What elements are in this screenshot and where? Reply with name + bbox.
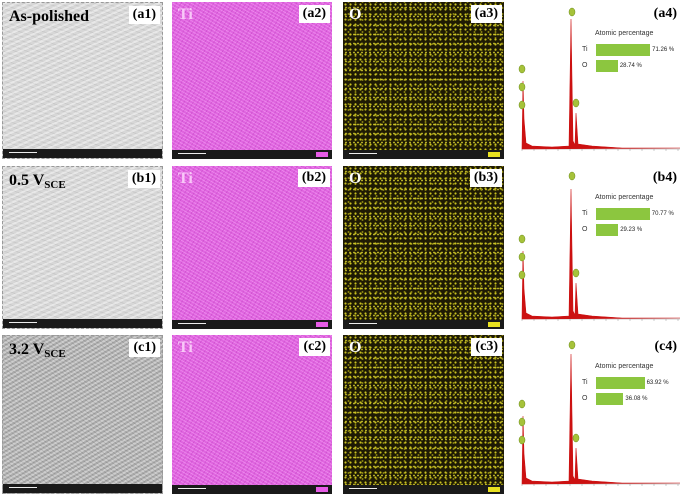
map-info-bar (172, 150, 332, 159)
ti-map-label: Ti (178, 6, 193, 23)
element-marker (518, 417, 526, 427)
condition-label-a: As-polished (9, 8, 90, 25)
ti-map-a2: Ti (a2) (172, 2, 332, 159)
sem-image-c1: 3.2 VSCE (c1) (2, 335, 163, 494)
panel-label-c4: (c4) (650, 338, 681, 356)
element-marker (518, 234, 526, 244)
o-map-c3: O (c3) (343, 335, 504, 494)
panel-label-b4: (b4) (648, 169, 681, 187)
sem-info-bar (3, 149, 162, 158)
spectrum-curve (521, 188, 681, 320)
panel-label-c2: (c2) (299, 338, 330, 356)
o-row-label: O (582, 226, 588, 233)
ti-map-label: Ti (178, 339, 193, 356)
panel-label-b2: (b2) (297, 169, 330, 187)
element-marker (518, 252, 526, 262)
panel-label-a4: (a4) (649, 5, 681, 23)
ti-percentage-bar (596, 208, 650, 220)
ti-percentage-bar (596, 377, 645, 389)
panel-label-a3: (a3) (470, 5, 502, 23)
o-percentage-value: 36.08 % (625, 396, 648, 402)
spectrum-curve (521, 353, 681, 485)
o-percentage-row: O 28.74 % (582, 60, 682, 73)
eds-spectrum-a4: Atomic percentage Ti 71.26 % O 28.74 % (… (512, 2, 683, 159)
o-percentage-row: O 36.08 % (582, 393, 682, 406)
element-marker (518, 100, 526, 110)
element-marker (518, 435, 526, 445)
spectrum-curve (521, 18, 681, 150)
atomic-percentage-title: Atomic percentage (595, 30, 654, 37)
ti-percentage-row: Ti 71.26 % (582, 44, 682, 57)
o-percentage-bar (596, 224, 619, 236)
o-percentage-value: 29.23 % (620, 227, 643, 233)
o-percentage-bar (596, 393, 624, 405)
sem-info-bar (3, 484, 162, 493)
o-row-label: O (582, 62, 588, 69)
o-map-label: O (349, 339, 362, 356)
o-row-label: O (582, 395, 588, 402)
ti-map-c2: Ti (c2) (172, 335, 332, 494)
condition-label-b: 0.5 VSCE (9, 172, 66, 191)
o-percentage-row: O 29.23 % (582, 224, 682, 237)
element-marker (518, 82, 526, 92)
o-percentage-value: 28.74 % (619, 63, 642, 69)
o-percentage-bar (596, 60, 618, 72)
element-marker (572, 433, 580, 443)
ti-map-label: Ti (178, 170, 193, 187)
panel-label-a1: (a1) (128, 6, 160, 24)
ti-percentage-value: 71.26 % (652, 47, 675, 53)
panel-label-c1: (c1) (129, 339, 160, 357)
ti-row-label: Ti (582, 46, 588, 53)
element-marker (572, 98, 580, 108)
ti-percentage-value: 63.92 % (646, 380, 669, 386)
o-map-label: O (349, 6, 362, 23)
ti-percentage-row: Ti 63.92 % (582, 377, 682, 390)
sem-image-a1: As-polished (a1) (2, 2, 163, 159)
eds-spectrum-b4: Atomic percentage Ti 70.77 % O 29.23 % (… (512, 166, 683, 329)
panel-label-b3: (b3) (469, 169, 502, 187)
element-marker (518, 270, 526, 280)
map-info-bar (172, 320, 332, 329)
map-info-bar (343, 320, 504, 329)
sem-info-bar (3, 319, 162, 328)
eds-spectrum-plot (518, 7, 681, 151)
panel-label-a2: (a2) (298, 5, 330, 23)
element-marker (572, 268, 580, 278)
map-info-bar (343, 150, 504, 159)
element-marker (518, 399, 526, 409)
element-marker (568, 340, 576, 350)
element-marker (518, 64, 526, 74)
o-map-a3: O (a3) (343, 2, 504, 159)
map-info-bar (172, 485, 332, 494)
eds-spectrum-plot (518, 171, 681, 321)
eds-spectrum-c4: Atomic percentage Ti 63.92 % O 36.08 % (… (512, 335, 683, 494)
o-map-label: O (349, 170, 362, 187)
sem-image-b1: 0.5 VSCE (b1) (2, 166, 163, 329)
ti-percentage-bar (596, 44, 651, 56)
atomic-percentage-title: Atomic percentage (595, 194, 654, 201)
ti-map-b2: Ti (b2) (172, 166, 332, 329)
panel-label-c3: (c3) (471, 338, 502, 356)
ti-row-label: Ti (582, 379, 588, 386)
ti-row-label: Ti (582, 210, 588, 217)
map-info-bar (343, 485, 504, 494)
atomic-percentage-title: Atomic percentage (595, 363, 654, 370)
condition-label-c: 3.2 VSCE (9, 341, 66, 360)
ti-percentage-row: Ti 70.77 % (582, 208, 682, 221)
element-marker (568, 171, 576, 181)
eds-spectrum-plot (518, 340, 681, 486)
ti-percentage-value: 70.77 % (651, 211, 674, 217)
o-map-b3: O (b3) (343, 166, 504, 329)
element-marker (568, 7, 576, 17)
panel-label-b1: (b1) (127, 170, 160, 188)
